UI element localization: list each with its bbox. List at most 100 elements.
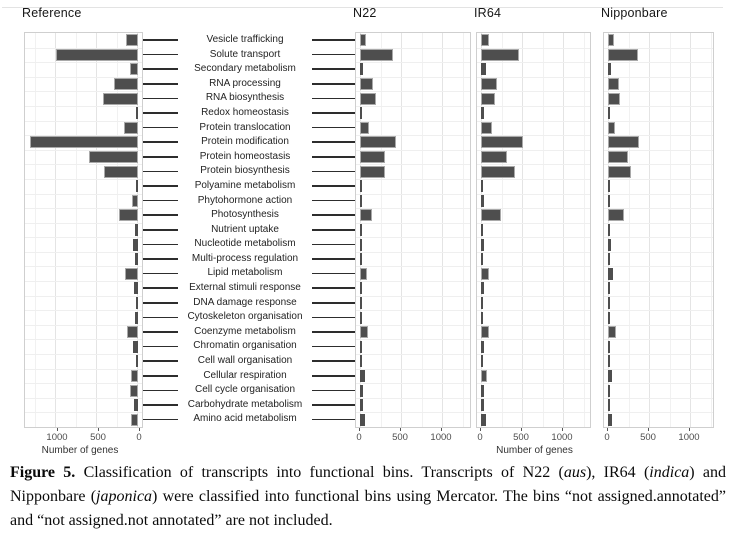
gridline-horizontal	[604, 324, 713, 326]
bar-nipponbare-22	[608, 355, 610, 368]
gridline-horizontal	[604, 76, 713, 78]
category-row: Amino acid metabolism	[143, 412, 355, 427]
bar-n22-21	[360, 340, 363, 353]
gridline-horizontal	[356, 354, 470, 356]
gridline-horizontal	[477, 266, 590, 268]
category-label: External stimuli response	[189, 282, 301, 294]
bar-reference-21	[133, 340, 138, 353]
gridline-vertical	[462, 33, 464, 427]
bar-n22-14	[360, 238, 363, 251]
category-tick-right	[312, 126, 355, 129]
gridline-horizontal	[356, 178, 470, 180]
bar-reference-5	[135, 107, 138, 120]
bar-reference-14	[133, 238, 138, 251]
bar-n22-11	[360, 194, 363, 207]
category-label: Polyamine metabolism	[194, 179, 296, 191]
gridline-horizontal	[356, 47, 470, 49]
gridline-horizontal	[477, 281, 590, 283]
bar-reference-4	[102, 92, 138, 105]
bar-nipponbare-1	[608, 48, 639, 61]
category-tick-left	[143, 316, 178, 319]
x-axis-title-facets: Number of genes	[496, 445, 573, 456]
bar-nipponbare-26	[608, 413, 612, 426]
gridline-horizontal	[25, 295, 142, 297]
gridline-horizontal	[356, 135, 470, 137]
bar-ir64-7	[481, 136, 524, 149]
bar-ir64-24	[481, 384, 484, 397]
gridline-horizontal	[356, 76, 470, 78]
bar-n22-19	[360, 311, 362, 324]
bar-nipponbare-3	[608, 78, 620, 91]
panel-title-ir64: IR64	[474, 6, 502, 20]
bar-nipponbare-19	[608, 311, 610, 324]
gridline-horizontal	[356, 222, 470, 224]
x-axis-tick-label: 1000	[430, 432, 452, 443]
gridline-vertical	[34, 33, 36, 427]
gridline-horizontal	[604, 251, 713, 253]
gridline-vertical	[75, 33, 77, 427]
gridline-horizontal	[25, 237, 142, 239]
bar-nipponbare-21	[608, 340, 611, 353]
x-axis-tick	[607, 428, 608, 431]
category-tick-left	[143, 214, 178, 216]
category-row: Polyamine metabolism	[143, 179, 355, 194]
category-tick-left	[143, 112, 178, 114]
category-tick-right	[312, 97, 355, 100]
gridline-horizontal	[477, 324, 590, 326]
bar-ir64-5	[481, 107, 484, 120]
bar-n22-6	[360, 121, 370, 134]
bar-n22-24	[360, 384, 363, 397]
bar-ir64-18	[481, 296, 483, 309]
bar-n22-4	[360, 92, 376, 105]
bar-n22-25	[360, 399, 363, 412]
bar-nipponbare-2	[608, 63, 611, 76]
gridline-horizontal	[25, 266, 142, 268]
gridline-vertical	[649, 33, 650, 427]
gridline-horizontal	[356, 368, 470, 370]
caption-segment: Classification of transcripts into funct…	[75, 464, 564, 481]
panel-title-n22: N22	[353, 6, 377, 20]
gridline-vertical	[116, 33, 118, 427]
category-tick-right	[312, 214, 355, 216]
category-tick-right	[312, 316, 355, 319]
gridline-horizontal	[25, 135, 142, 137]
bar-reference-10	[136, 180, 138, 193]
category-tick-left	[143, 83, 178, 85]
category-tick-left	[143, 258, 178, 260]
category-row: Protein modification	[143, 135, 355, 150]
category-tick-right	[312, 39, 355, 41]
bar-reference-17	[133, 282, 138, 295]
caption-segment: ) and Nipponbare (	[10, 464, 727, 505]
category-tick-right	[312, 389, 355, 392]
category-tick-right	[312, 228, 355, 231]
bar-ir64-12	[481, 209, 502, 222]
category-row: DNA damage response	[143, 296, 355, 311]
bar-n22-3	[360, 78, 374, 91]
category-row: Nucleotide metabolism	[143, 237, 355, 252]
category-row: Nutrient uptake	[143, 223, 355, 238]
x-axis-tick-label: 500	[392, 432, 408, 443]
category-row: Photosynthesis	[143, 208, 355, 223]
gridline-horizontal	[604, 105, 713, 107]
bar-nipponbare-14	[608, 238, 611, 251]
gridline-horizontal	[25, 178, 142, 180]
bar-n22-9	[360, 165, 385, 178]
bar-nipponbare-15	[608, 253, 610, 266]
bar-reference-3	[114, 78, 138, 91]
x-axis-tick-label: 500	[90, 432, 106, 443]
category-tick-right	[312, 112, 355, 114]
gridline-vertical	[628, 33, 630, 427]
gridline-horizontal	[25, 383, 142, 385]
bar-n22-20	[360, 326, 369, 339]
bar-ir64-20	[481, 326, 490, 339]
x-axis-tick-label: 1000	[678, 432, 700, 443]
category-row: Protein homeostasis	[143, 150, 355, 165]
category-row: Coenzyme metabolism	[143, 325, 355, 340]
panel-title-reference: Reference	[22, 6, 82, 20]
panel-title-nipponbare: Nipponbare	[601, 6, 668, 20]
gridline-horizontal	[477, 149, 590, 151]
bar-ir64-10	[481, 180, 483, 193]
category-tick-right	[312, 404, 355, 406]
gridline-horizontal	[25, 412, 142, 414]
bar-ir64-1	[481, 48, 519, 61]
